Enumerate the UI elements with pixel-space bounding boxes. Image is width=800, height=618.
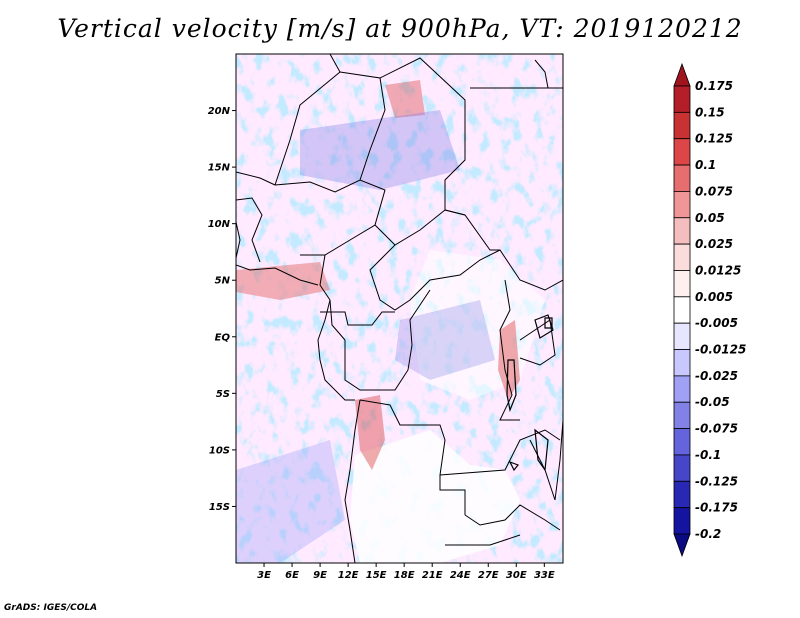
colorbar-label: -0.175 [695,501,738,515]
colorbar-arrow-top [673,62,691,87]
colorbar-label: 0.15 [695,105,725,119]
colorbar-label: 0.075 [695,184,733,198]
lon-tick-label: 6E [285,570,299,581]
colorbar-segment [673,85,691,113]
colorbar-label: 0.005 [695,290,733,304]
colorbar: 0.175 0.15 0.125 0.1 0.075 0.05 0.025 0.0125 0.0… [673,62,746,558]
lat-tick-label: 5N [215,276,231,287]
lon-tick-label: 12E [338,570,359,581]
map-title: Vertical velocity [m/s] at 900hPa, VT: 2… [57,14,743,43]
longitude-axis: 3E 6E 9E 12E 15E 18E 21E 24E 27E 30E 33E [257,563,555,581]
lat-tick-label: 10N [208,219,231,230]
lat-tick-label: 15N [208,163,231,174]
lon-tick-label: 27E [478,570,499,581]
colorbar-segment [673,428,691,456]
lat-tick-label: 15S [209,502,230,513]
calm-region [350,430,520,563]
lat-tick-label: 20N [208,106,231,117]
colorbar-label: -0.1 [695,448,721,462]
colorbar-label: 0.1 [695,158,716,172]
colorbar-label: -0.075 [695,422,738,436]
colorbar-arrow-bottom [673,533,691,558]
colorbar-segment [673,375,691,403]
lakes [506,314,554,472]
lon-tick-label: 15E [366,570,387,581]
lon-tick-label: 21E [422,570,443,581]
colorbar-segment [673,111,691,140]
colorbar-label: -0.005 [695,316,738,330]
colorbar-segment [673,138,691,166]
colorbar-segment [673,164,691,192]
colorbar-segment [673,296,691,324]
map-frame [235,53,564,564]
lon-tick-label: 30E [506,570,527,581]
colorbar-label: 0.05 [695,211,725,225]
lat-tick-label: EQ [215,332,231,343]
colorbar-segment [673,401,691,429]
colorbar-segment [673,454,691,482]
colorbar-label: -0.2 [695,527,721,541]
colorbar-segment [673,507,691,535]
colorbar-label: -0.05 [695,395,730,409]
lon-tick-label: 3E [257,570,271,581]
colorbar-label: -0.125 [695,474,738,488]
colorbar-segment [673,191,691,219]
colorbar-segment [673,270,691,298]
lat-tick-label: 10S [209,445,230,456]
colorbar-segment [673,349,691,377]
upward-streak-gulf [236,262,330,300]
colorbar-segment [673,480,691,509]
colorbar-label: -0.025 [695,369,738,383]
downward-patch-congo [395,300,495,380]
colorbar-label: 0.175 [695,79,733,93]
calm-region-east [410,250,545,400]
latitude-axis: 20N 15N 10N 5N EQ 5S 10S 15S [208,106,236,513]
colorbar-label: 0.125 [695,132,733,146]
lon-tick-label: 9E [313,570,327,581]
colorbar-label: -0.0125 [695,343,746,357]
lat-tick-label: 5S [216,389,230,400]
colorbar-segment [673,217,691,245]
field-overlays [236,54,563,563]
upward-streak-coast [355,395,385,470]
downward-patch-sahara [300,110,460,190]
lon-tick-label: 18E [394,570,415,581]
lon-tick-label: 33E [534,570,555,581]
downward-patch-ocean [236,440,345,563]
country-borders [236,54,563,563]
colorbar-label: 0.025 [695,237,733,251]
upward-patch-north [385,80,425,118]
colorbar-segment [673,243,691,271]
colorbar-segment [673,322,691,350]
lon-tick-label: 24E [450,570,471,581]
colorbar-label: 0.0125 [695,263,741,277]
credit-label: GrADS: IGES/COLA [4,603,98,613]
